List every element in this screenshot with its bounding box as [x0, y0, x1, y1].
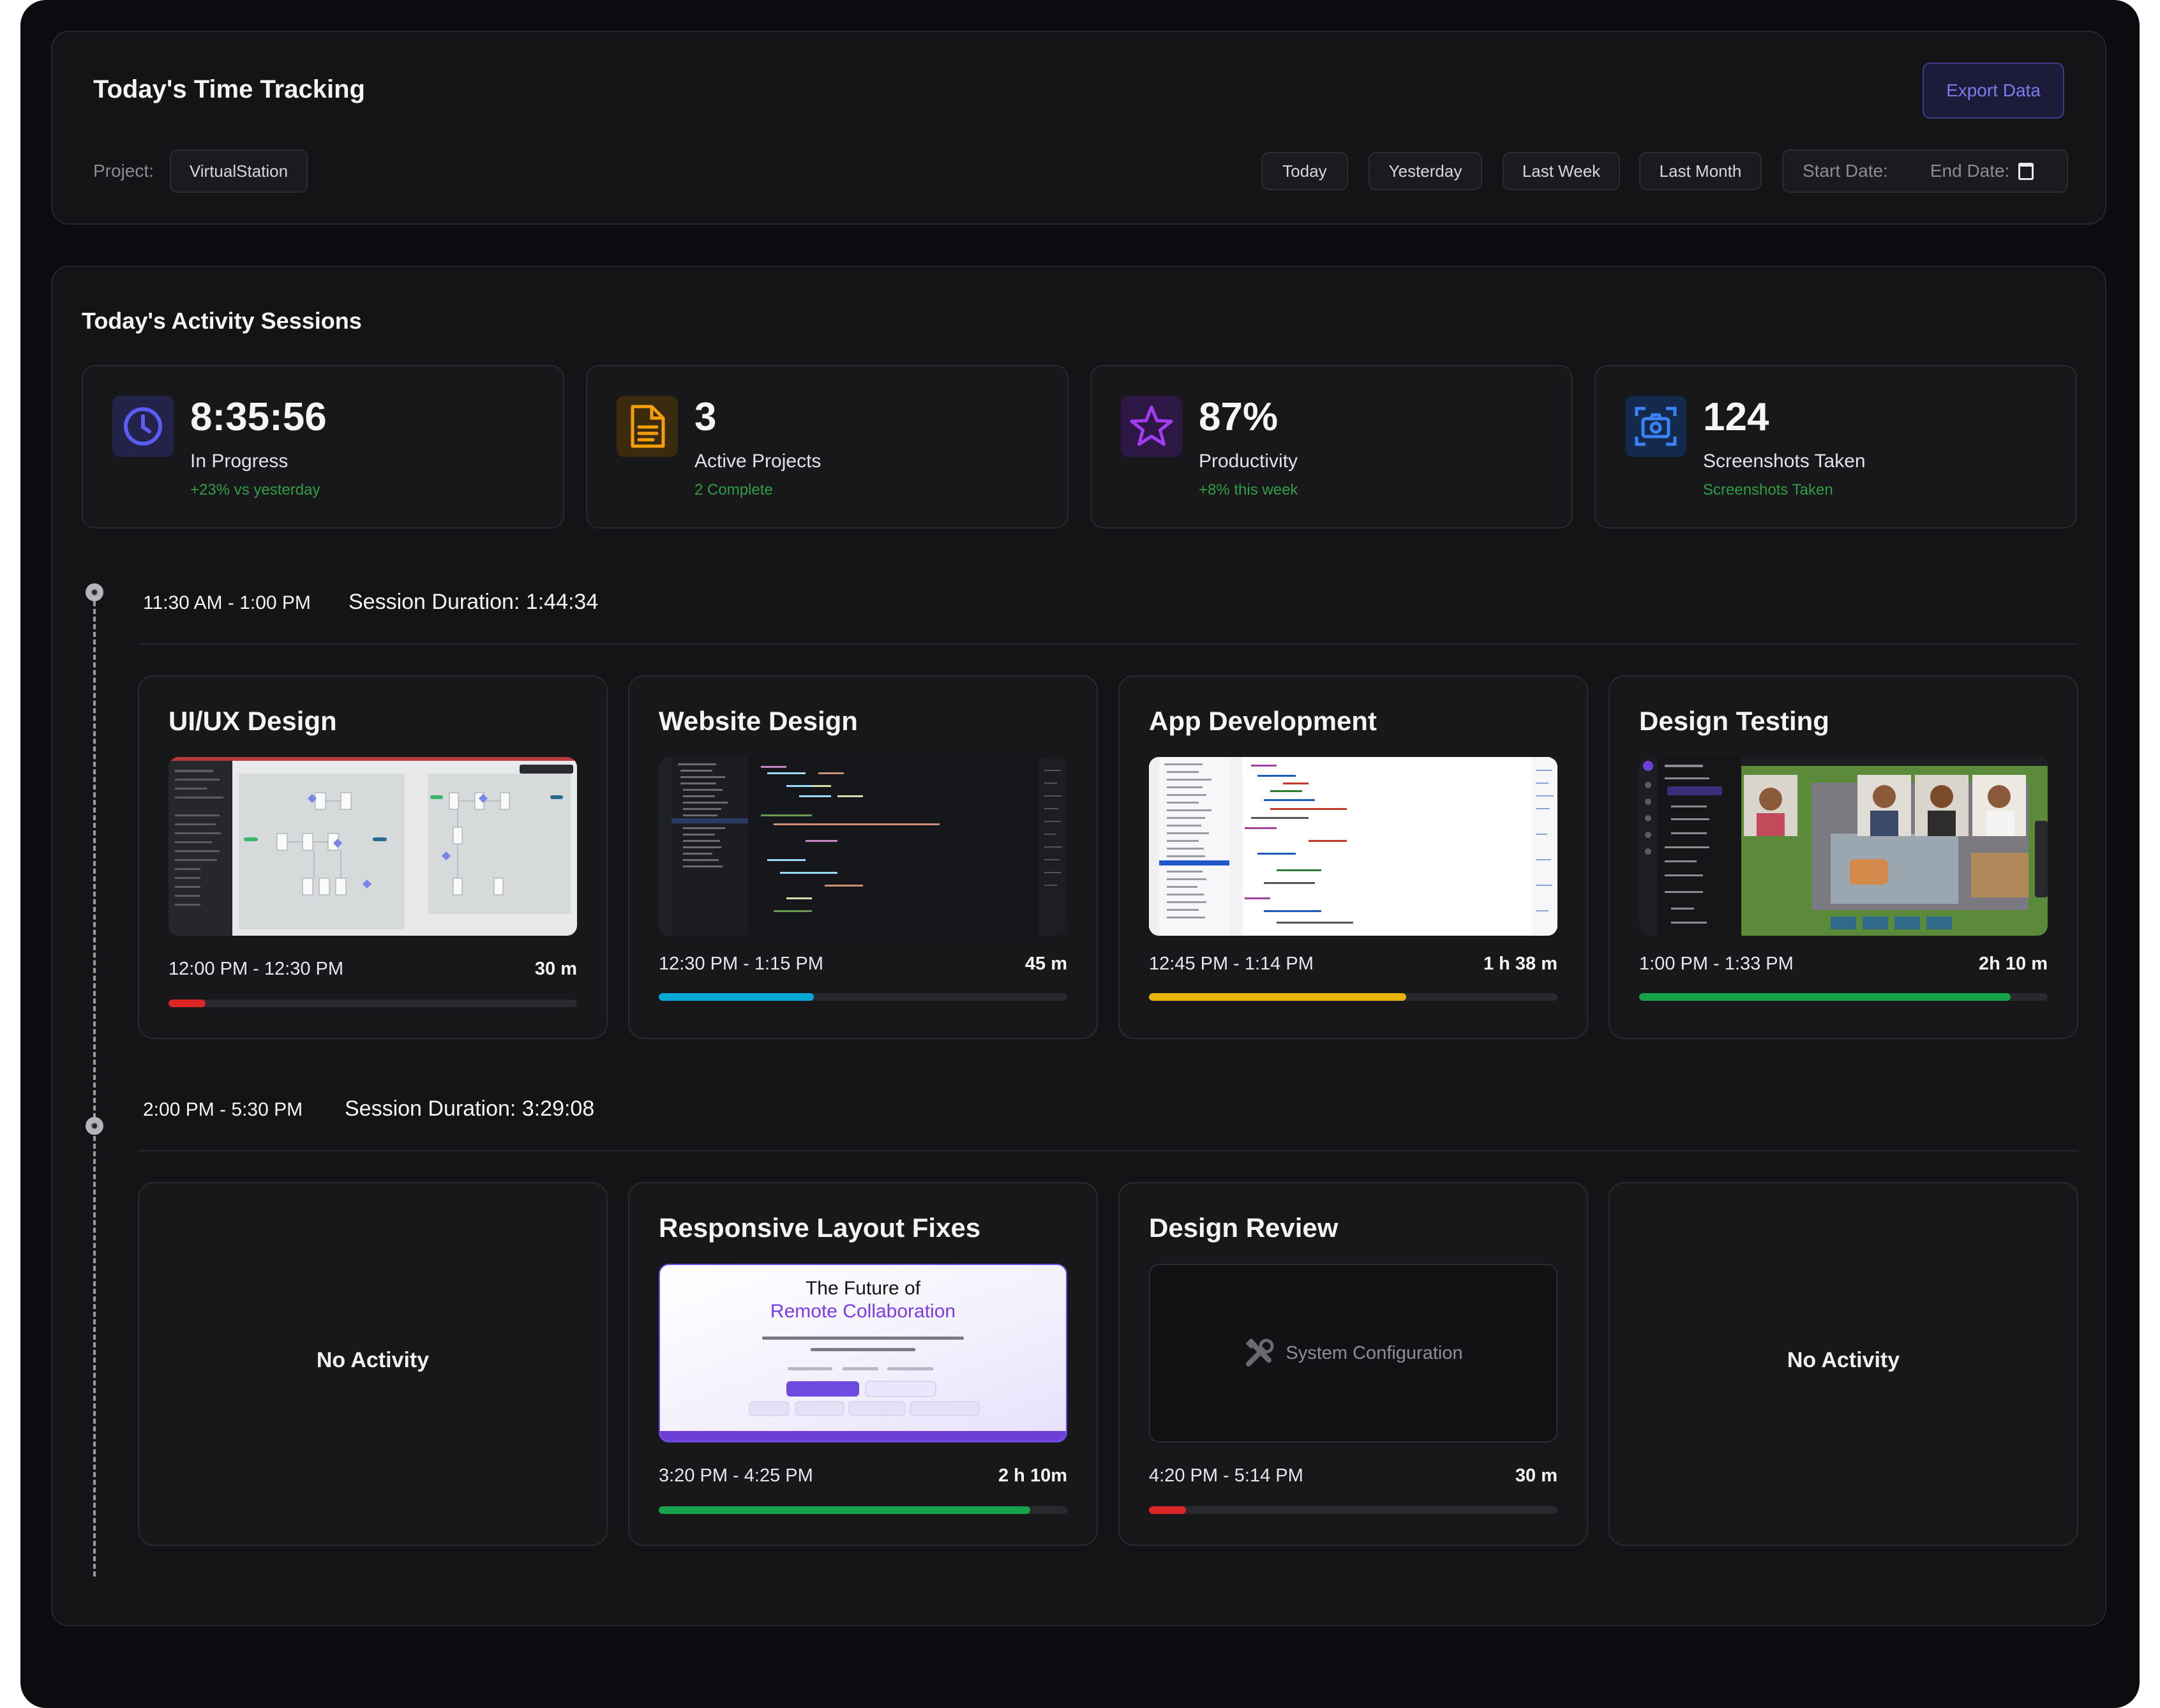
stat-label: Productivity [1199, 451, 1298, 472]
activity-time: 3:20 PM - 4:25 PM [659, 1465, 813, 1486]
activity-card[interactable]: Responsive Layout Fixes The Future of Re… [628, 1182, 1098, 1546]
stat-card-productivity: 87% Productivity +8% this week [1090, 365, 1573, 528]
session-time: 2:00 PM - 5:30 PM [143, 1099, 303, 1120]
stat-value: 3 [694, 395, 717, 439]
session-divider [138, 643, 2078, 645]
stat-label: In Progress [190, 451, 289, 472]
calendar-icon[interactable] [2018, 162, 2034, 180]
activity-screenshot[interactable] [1639, 757, 2048, 936]
activity-progress-bar [659, 1506, 1067, 1514]
activity-title: Website Design [659, 706, 858, 736]
activity-screenshot[interactable] [1149, 757, 1557, 936]
progress-fill [1149, 1506, 1186, 1514]
stat-value: 124 [1703, 395, 1769, 439]
sessions-title: Today's Activity Sessions [82, 308, 362, 334]
activity-time: 1:00 PM - 1:33 PM [1639, 954, 1794, 974]
activity-screenshot[interactable] [659, 757, 1067, 936]
end-date-label: End Date: [1930, 161, 2010, 181]
document-icon [617, 396, 678, 457]
tools-icon [1246, 1338, 1274, 1367]
progress-fill [169, 1000, 206, 1007]
activity-screenshot[interactable]: System Configuration [1149, 1264, 1557, 1442]
preview-headline: The Future of [805, 1278, 921, 1299]
stat-sub: +23% vs yesterday [190, 481, 320, 498]
activity-duration: 1 h 38 m [1483, 954, 1557, 974]
activity-card[interactable]: Design Testing 1:00 PM - 1:33 PM [1609, 675, 2078, 1039]
activity-card[interactable]: Design Review System Configuration 4:20 … [1118, 1182, 1588, 1546]
page-title: Today's Time Tracking [93, 75, 365, 103]
activity-screenshot[interactable] [169, 757, 577, 936]
session-time: 11:30 AM - 1:00 PM [143, 592, 311, 613]
activity-progress-bar [169, 1000, 577, 1007]
activity-progress-bar [1149, 1506, 1557, 1514]
stat-value: 8:35:56 [190, 395, 327, 439]
activity-progress-bar [1639, 993, 2048, 1001]
activity-duration: 30 m [1515, 1465, 1557, 1486]
camera-icon [1625, 396, 1686, 457]
project-label: Project: [93, 161, 154, 181]
progress-fill [659, 993, 814, 1001]
activity-card-empty: No Activity [138, 1182, 608, 1546]
activity-progress-bar [659, 993, 1067, 1001]
activity-screenshot[interactable]: The Future of Remote Collaboration [659, 1264, 1067, 1442]
session-duration: Session Duration: 3:29:08 [345, 1097, 595, 1121]
activity-time: 12:00 PM - 12:30 PM [169, 959, 344, 979]
activity-title: Design Testing [1639, 706, 1829, 736]
activity-card[interactable]: App Development 12:45 PM - 1:14 PM 1 h 3… [1118, 675, 1588, 1039]
activity-time: 12:30 PM - 1:15 PM [659, 954, 823, 974]
activity-time: 12:45 PM - 1:14 PM [1149, 954, 1314, 974]
activity-duration: 2h 10 m [1979, 954, 2048, 974]
range-yesterday-button[interactable]: Yesterday [1369, 152, 1482, 190]
system-config-placeholder: System Configuration [1243, 1337, 1463, 1369]
preview-headline-accent: Remote Collaboration [770, 1301, 956, 1322]
no-activity-label: No Activity [1787, 1348, 1900, 1372]
stat-sub: Screenshots Taken [1703, 481, 1833, 498]
stat-value: 87% [1199, 395, 1279, 439]
activity-card[interactable]: Website Design 12:30 PM - 1:15 PM 45 m [628, 675, 1098, 1039]
activity-title: Responsive Layout Fixes [659, 1213, 981, 1243]
progress-fill [659, 1506, 1031, 1514]
activity-title: App Development [1149, 706, 1377, 736]
activity-title: Design Review [1149, 1213, 1339, 1243]
start-date-label: Start Date: [1803, 161, 1888, 181]
activity-duration: 45 m [1024, 954, 1067, 974]
activity-duration: 2 h 10m [998, 1465, 1067, 1486]
activity-duration: 30 m [534, 959, 577, 979]
timeline-dot [86, 1117, 103, 1135]
stat-label: Active Projects [694, 451, 821, 472]
star-icon [1121, 396, 1182, 457]
activity-progress-bar [1149, 993, 1557, 1001]
no-activity-label: No Activity [316, 1348, 430, 1372]
timeline-line [93, 594, 96, 1577]
activity-title: UI/UX Design [169, 706, 337, 736]
stat-card-projects: 3 Active Projects 2 Complete [586, 365, 1069, 528]
progress-fill [1149, 993, 1407, 1001]
stat-card-screenshots: 124 Screenshots Taken Screenshots Taken [1594, 365, 2077, 528]
clock-icon [112, 396, 174, 457]
stat-sub: +8% this week [1199, 481, 1298, 498]
export-data-button[interactable]: Export Data [1923, 63, 2064, 119]
stat-card-time: 8:35:56 In Progress +23% vs yesterday [82, 365, 564, 528]
range-today-button[interactable]: Today [1261, 152, 1348, 190]
activity-card-empty: No Activity [1609, 1182, 2078, 1546]
progress-fill [1639, 993, 2011, 1001]
date-range-picker[interactable]: Start Date: End Date: [1782, 149, 2068, 193]
system-config-label: System Configuration [1286, 1342, 1463, 1363]
project-select[interactable]: VirtualStation [170, 149, 308, 193]
session-duration: Session Duration: 1:44:34 [349, 590, 599, 614]
timeline-dot [86, 583, 103, 601]
activity-card[interactable]: UI/UX Design 12:00 PM - 12:30 PM 30 m [138, 675, 608, 1039]
activity-time: 4:20 PM - 5:14 PM [1149, 1465, 1303, 1486]
stat-sub: 2 Complete [694, 481, 773, 498]
range-last-month-button[interactable]: Last Month [1639, 152, 1762, 190]
stat-label: Screenshots Taken [1703, 451, 1866, 472]
header-panel: Today's Time Tracking Export Data Projec… [51, 31, 2106, 225]
session-divider [138, 1150, 2078, 1151]
range-last-week-button[interactable]: Last Week [1503, 152, 1620, 190]
